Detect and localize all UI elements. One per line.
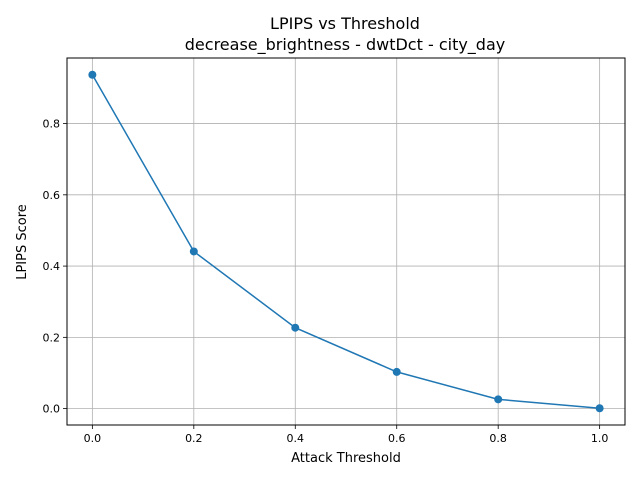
chart-title-line1: LPIPS vs Threshold [270, 14, 420, 33]
x-tick-label: 0.2 [185, 432, 203, 445]
data-point [392, 367, 401, 376]
series [88, 70, 604, 413]
data-point [291, 323, 300, 332]
y-tick-label: 0.6 [43, 189, 61, 202]
data-point [189, 247, 198, 256]
y-tick-label: 0.4 [43, 260, 61, 273]
y-axis-label: LPIPS Score [15, 204, 30, 280]
x-tick-label: 0.6 [388, 432, 406, 445]
y-tick-label: 0.0 [43, 403, 61, 416]
x-tick-label: 0.0 [84, 432, 102, 445]
data-point [494, 395, 503, 404]
series-line [91, 74, 600, 409]
x-tick-label: 1.0 [591, 432, 609, 445]
x-tick-label: 0.4 [287, 432, 305, 445]
plot-area-frame [66, 57, 626, 426]
ticks: 0.0 0.2 0.4 0.6 0.8 1.0 0.0 0.2 0.4 0.6 0.8 [43, 118, 609, 445]
chart-title-line2: decrease_brightness - dwtDct - city_day [185, 35, 505, 55]
x-axis-label: Attack Threshold [291, 451, 401, 466]
y-tick-label: 0.2 [43, 331, 61, 344]
x-tick-label: 0.8 [489, 432, 507, 445]
grid [67, 58, 625, 425]
data-point [88, 70, 97, 79]
data-point [595, 404, 604, 413]
y-tick-label: 0.8 [43, 118, 61, 131]
